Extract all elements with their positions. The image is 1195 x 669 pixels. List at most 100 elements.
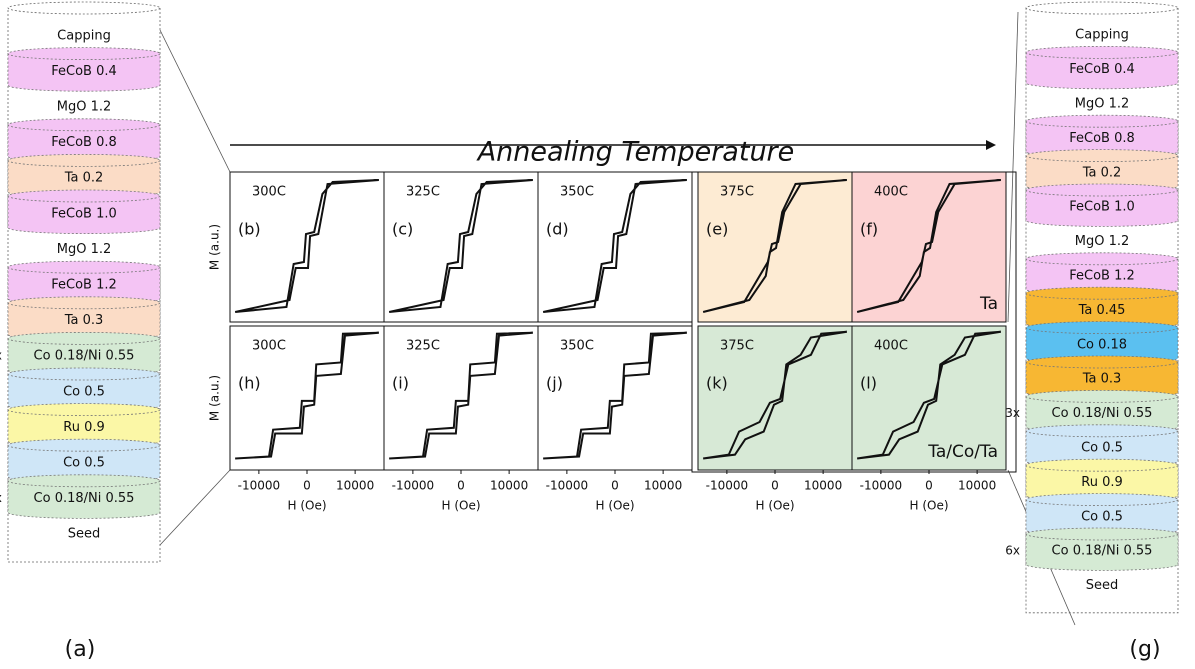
layer-label: FeCoB 0.8 bbox=[51, 135, 117, 150]
x-tick-label: -10000 bbox=[392, 479, 435, 493]
zoom-line bbox=[159, 29, 231, 173]
arrow-head bbox=[986, 140, 996, 150]
x-tick-label: 0 bbox=[303, 479, 311, 493]
temperature-label: 375C bbox=[720, 185, 754, 200]
loop-curve bbox=[543, 331, 687, 460]
layer-top bbox=[7, 367, 161, 381]
layer-top bbox=[7, 260, 161, 274]
panel bbox=[851, 171, 1007, 323]
layer-top bbox=[7, 189, 161, 203]
repeat-label: 3x bbox=[0, 349, 2, 363]
layer-top bbox=[1025, 149, 1179, 163]
layer-top bbox=[1025, 183, 1179, 197]
loop-curve bbox=[388, 179, 533, 313]
layer-top bbox=[1025, 252, 1179, 266]
layer-label: MgO 1.2 bbox=[57, 242, 112, 257]
temperature-label: 400C bbox=[874, 185, 908, 200]
layer-top bbox=[1025, 46, 1179, 59]
panel-letter: (h) bbox=[238, 374, 261, 393]
layer-label: FeCoB 1.2 bbox=[51, 278, 117, 293]
layer-top bbox=[1025, 527, 1179, 541]
layer-top bbox=[7, 296, 161, 310]
layer-top bbox=[7, 438, 161, 452]
loop-curve bbox=[856, 330, 1002, 460]
x-tick-label: -10000 bbox=[706, 479, 749, 493]
temperature-label: 325C bbox=[406, 339, 440, 354]
layer-top bbox=[1025, 389, 1179, 403]
x-tick-label: -10000 bbox=[860, 479, 903, 493]
layer-label: Ta 0.3 bbox=[64, 313, 104, 328]
x-tick-label: 10000 bbox=[804, 479, 842, 493]
layer-label: Ta 0.45 bbox=[1078, 303, 1126, 318]
loop-curve bbox=[389, 331, 533, 460]
layer-label: Co 0.5 bbox=[1081, 509, 1123, 524]
panel-letter: (j) bbox=[546, 374, 563, 393]
layer-label: Seed bbox=[1086, 578, 1119, 593]
x-tick-label: 0 bbox=[457, 479, 465, 493]
x-label: H (Oe) bbox=[287, 499, 326, 513]
panel-letter: (f) bbox=[860, 220, 878, 239]
repeat-label: 6x bbox=[1005, 544, 1020, 558]
layer-label: FeCoB 1.0 bbox=[51, 206, 117, 221]
layer-label: Co 0.5 bbox=[63, 456, 105, 471]
x-tick-label: -10000 bbox=[238, 479, 281, 493]
layer-label: FeCoB 0.4 bbox=[51, 64, 117, 79]
layer-label: FeCoB 0.4 bbox=[1069, 62, 1135, 77]
layer-top bbox=[1025, 114, 1179, 128]
layer-label: FeCoB 0.8 bbox=[1069, 131, 1135, 146]
layer-label: Ru 0.9 bbox=[63, 420, 105, 435]
temperature-label: 350C bbox=[560, 339, 594, 354]
sample-note: Ta bbox=[979, 294, 998, 314]
layer-label: Co 0.18/Ni 0.55 bbox=[34, 349, 135, 364]
layer-top bbox=[1025, 355, 1179, 369]
x-tick-label: 10000 bbox=[336, 479, 374, 493]
x-label: H (Oe) bbox=[595, 499, 634, 513]
layer-label: MgO 1.2 bbox=[57, 100, 112, 115]
layer-top bbox=[1025, 321, 1179, 335]
layer-label: Co 0.18/Ni 0.55 bbox=[1052, 544, 1153, 559]
temperature-label: 400C bbox=[874, 339, 908, 354]
layer-label: Co 0.18/Ni 0.55 bbox=[1052, 406, 1153, 421]
x-tick-label: 10000 bbox=[644, 479, 682, 493]
x-tick-label: 10000 bbox=[490, 479, 528, 493]
x-tick-label: 0 bbox=[925, 479, 933, 493]
panel-letter: (d) bbox=[546, 220, 569, 239]
layer bbox=[7, 53, 161, 92]
zoom-line bbox=[1007, 11, 1019, 323]
x-label: H (Oe) bbox=[755, 499, 794, 513]
layer-label: Seed bbox=[68, 527, 101, 542]
loop-curve bbox=[856, 179, 1001, 313]
repeat-label: 6x bbox=[0, 491, 2, 505]
panel bbox=[229, 171, 385, 323]
layer-top bbox=[7, 153, 161, 167]
layer bbox=[1025, 52, 1179, 90]
temperature-label: 300C bbox=[252, 185, 286, 200]
layer-top bbox=[1025, 424, 1179, 438]
layer bbox=[7, 480, 161, 519]
panel bbox=[383, 171, 539, 323]
stack-top bbox=[1025, 1, 1179, 15]
layer-top bbox=[1025, 458, 1179, 472]
zoom-line bbox=[159, 469, 231, 546]
x-label: H (Oe) bbox=[909, 499, 948, 513]
stack-top bbox=[7, 1, 161, 15]
x-tick-label: 10000 bbox=[958, 479, 996, 493]
panel-letter: (b) bbox=[238, 220, 261, 239]
layer-label: Co 0.18 bbox=[1077, 337, 1127, 352]
loop-curve bbox=[702, 179, 847, 313]
panel bbox=[851, 325, 1007, 471]
x-label: H (Oe) bbox=[441, 499, 480, 513]
group-box bbox=[691, 171, 1017, 473]
panel-label: (g) bbox=[1129, 637, 1160, 662]
panel-letter: (c) bbox=[392, 220, 413, 239]
layer-label: Co 0.18/Ni 0.55 bbox=[34, 491, 135, 506]
layer-label: MgO 1.2 bbox=[1075, 234, 1130, 249]
repeat-label: 3x bbox=[1005, 406, 1020, 420]
layer-label: Capping bbox=[1075, 28, 1129, 43]
layer-label: FeCoB 1.2 bbox=[1069, 269, 1135, 284]
loop-curve bbox=[234, 179, 379, 313]
panel-label: (a) bbox=[65, 637, 96, 662]
x-tick-label: -10000 bbox=[546, 479, 589, 493]
layer-top bbox=[1025, 493, 1179, 507]
panel bbox=[697, 325, 853, 471]
